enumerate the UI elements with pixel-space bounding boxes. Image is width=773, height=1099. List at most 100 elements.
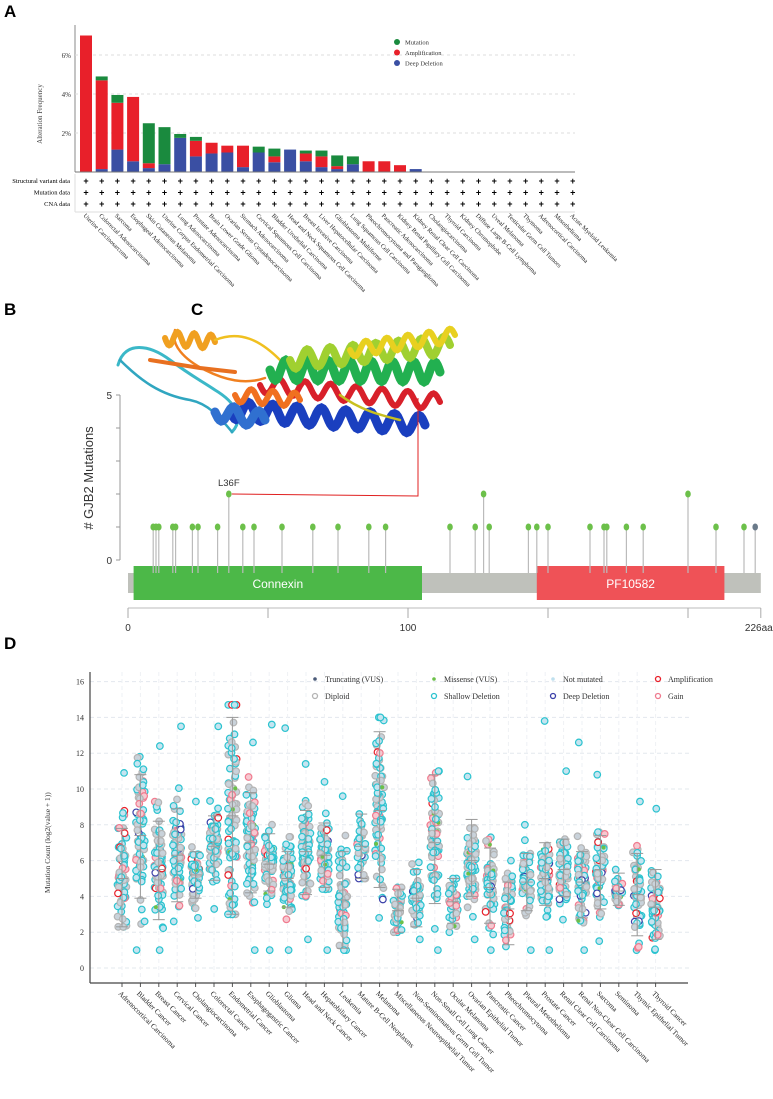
a-bar-amplification	[221, 145, 234, 153]
d-point	[115, 823, 124, 832]
a-bar-deep-deletion	[237, 167, 249, 172]
d-point	[431, 815, 440, 824]
d-point	[190, 862, 199, 871]
d-point	[304, 801, 313, 810]
d-point	[304, 810, 313, 819]
d-point	[409, 886, 418, 895]
d-point	[593, 889, 601, 898]
a-data-marker: +	[523, 188, 528, 198]
a-data-marker: +	[539, 176, 544, 186]
a-legend-swatch	[394, 39, 400, 45]
d-point-missense	[320, 854, 325, 859]
structure-link-line	[231, 420, 419, 497]
d-point	[415, 935, 424, 944]
d-point-missense	[399, 920, 404, 925]
d-point	[135, 850, 144, 859]
d-point	[232, 767, 241, 776]
lollipop-head	[310, 523, 316, 531]
a-data-marker: +	[523, 199, 528, 209]
a-data-marker: +	[476, 188, 481, 198]
a-data-marker: +	[444, 176, 449, 186]
a-bar-deep-deletion	[111, 149, 124, 172]
d-point	[444, 889, 453, 898]
d-point	[155, 946, 164, 954]
d-point	[323, 946, 332, 954]
d-point	[335, 871, 344, 880]
d-point	[489, 930, 498, 939]
d-point	[593, 869, 602, 878]
helix-ribbon	[162, 328, 218, 352]
lollipop-head	[366, 523, 372, 531]
lollipop-head	[335, 523, 341, 531]
a-data-marker: +	[193, 176, 198, 186]
a-bar-deep-deletion	[252, 152, 265, 172]
d-point	[158, 864, 166, 873]
lollipop-head	[545, 523, 551, 531]
d-point	[434, 767, 443, 775]
d-point	[376, 875, 385, 884]
d-point	[208, 834, 217, 843]
d-point	[647, 917, 656, 926]
d-point	[500, 926, 509, 935]
d-point	[430, 876, 438, 884]
d-point	[140, 917, 149, 926]
d-point	[284, 870, 293, 879]
a-data-marker: +	[319, 176, 324, 186]
d-point	[226, 764, 234, 773]
a-bar-mutation	[158, 127, 171, 165]
d-point	[434, 946, 442, 954]
d-legend-swatch	[654, 692, 662, 700]
d-point	[267, 720, 276, 729]
a-data-marker: +	[444, 188, 449, 198]
d-legend-label: Gain	[668, 692, 684, 701]
a-data-marker: +	[539, 199, 544, 209]
a-bar-mutation	[299, 150, 312, 154]
d-point	[304, 834, 313, 843]
d-point	[117, 873, 126, 882]
a-data-marker: +	[178, 188, 183, 198]
b-x-tick-label: 100	[400, 623, 417, 634]
d-point	[250, 828, 259, 837]
d-point	[211, 825, 220, 833]
a-data-marker: +	[240, 199, 245, 209]
lollipop-head	[472, 523, 479, 531]
d-point	[250, 946, 259, 954]
d-point	[354, 863, 363, 872]
d-point	[376, 713, 385, 722]
d-point	[597, 909, 606, 918]
a-data-marker: +	[460, 188, 465, 198]
domain-label: PF10582	[606, 577, 655, 591]
d-point	[250, 898, 259, 907]
d-y-tick-label: 16	[76, 678, 84, 687]
d-point	[248, 852, 257, 861]
d-point	[426, 863, 435, 872]
a-bar-amplification	[189, 140, 202, 157]
d-legend-label: Truncating (VUS)	[325, 675, 383, 684]
d-legend-swatch	[551, 677, 555, 681]
d-point	[214, 804, 222, 813]
d-legend-swatch	[549, 692, 557, 700]
d-point-missense	[576, 918, 581, 923]
lollipop-head	[604, 523, 610, 531]
d-point	[377, 776, 385, 785]
lollipop-head	[214, 523, 221, 531]
d-point	[519, 859, 528, 868]
d-point	[298, 878, 307, 887]
d-point	[137, 905, 146, 914]
d-point	[375, 737, 383, 745]
d-point	[224, 817, 233, 826]
d-point	[372, 795, 380, 804]
a-data-marker: +	[382, 188, 387, 198]
d-point	[361, 840, 370, 848]
d-point	[633, 841, 641, 850]
a-data-marker: +	[225, 176, 230, 186]
a-data-marker: +	[162, 199, 167, 209]
d-point	[132, 873, 141, 882]
a-bar-amplification	[299, 153, 312, 162]
a-data-marker: +	[507, 176, 512, 186]
d-point	[576, 851, 585, 859]
d-point-missense	[323, 862, 328, 867]
d-point	[224, 871, 233, 879]
d-point	[224, 839, 233, 848]
a-legend-swatch	[394, 60, 400, 66]
